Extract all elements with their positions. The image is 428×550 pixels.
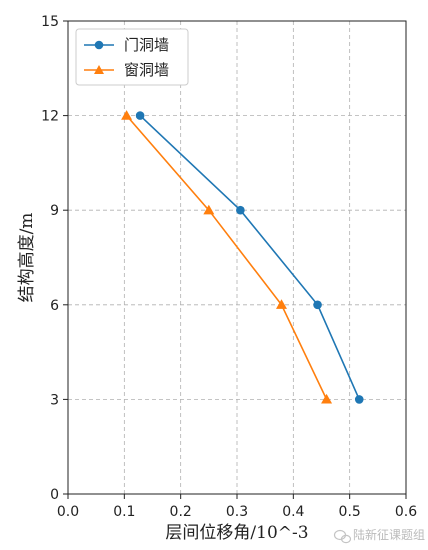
data-point-window-wall: [276, 299, 288, 309]
data-point-door-wall: [135, 111, 145, 120]
legend-marker-window-wall: [94, 65, 104, 74]
y-tick-label: 15: [41, 14, 59, 30]
x-tick-label: 0.5: [339, 504, 361, 520]
legend-marker-door-wall: [94, 40, 104, 50]
series-line-door-wall: [139, 115, 360, 400]
x-tick-label: 0.3: [226, 504, 248, 520]
data-point-window-wall: [121, 110, 133, 120]
legend: 门洞墙 窗洞墙: [75, 28, 189, 86]
y-tick-label: 0: [50, 487, 59, 503]
x-axis-label: 层间位移角/10^-3: [165, 523, 308, 543]
grid-lines: [68, 21, 406, 494]
legend-box: [75, 28, 189, 86]
x-tick-label: 0.1: [113, 504, 135, 520]
data-point-window-wall: [321, 393, 333, 404]
watermark-text: 陆新征课题组: [353, 527, 425, 542]
y-axis-label: 结构高度/m: [17, 213, 37, 303]
y-tick-label: 12: [41, 109, 59, 125]
data-point-door-wall: [313, 300, 322, 310]
axis-ticks: 0.0 0.1 0.2 0.3 0.4 0.5 0.6 0 3 6 9 12 15: [41, 14, 417, 520]
legend-label-door-wall: 门洞墙: [124, 36, 169, 54]
data-point-window-wall: [203, 204, 215, 215]
y-tick-label: 3: [50, 392, 59, 408]
x-tick-label: 0.4: [282, 504, 304, 520]
series-layer: [121, 110, 364, 404]
x-tick-label: 0.0: [57, 504, 79, 520]
series-line-window-wall: [125, 115, 328, 400]
data-point-door-wall: [236, 205, 245, 215]
y-tick-label: 9: [50, 203, 59, 219]
legend-label-window-wall: 窗洞墙: [124, 61, 169, 79]
watermark: 陆新征课题组: [333, 527, 425, 544]
x-tick-label: 0.6: [395, 504, 417, 520]
x-tick-label: 0.2: [170, 504, 192, 520]
wechat-logo-icon: [333, 529, 352, 544]
y-tick-label: 6: [50, 298, 59, 314]
data-point-door-wall: [354, 395, 364, 404]
